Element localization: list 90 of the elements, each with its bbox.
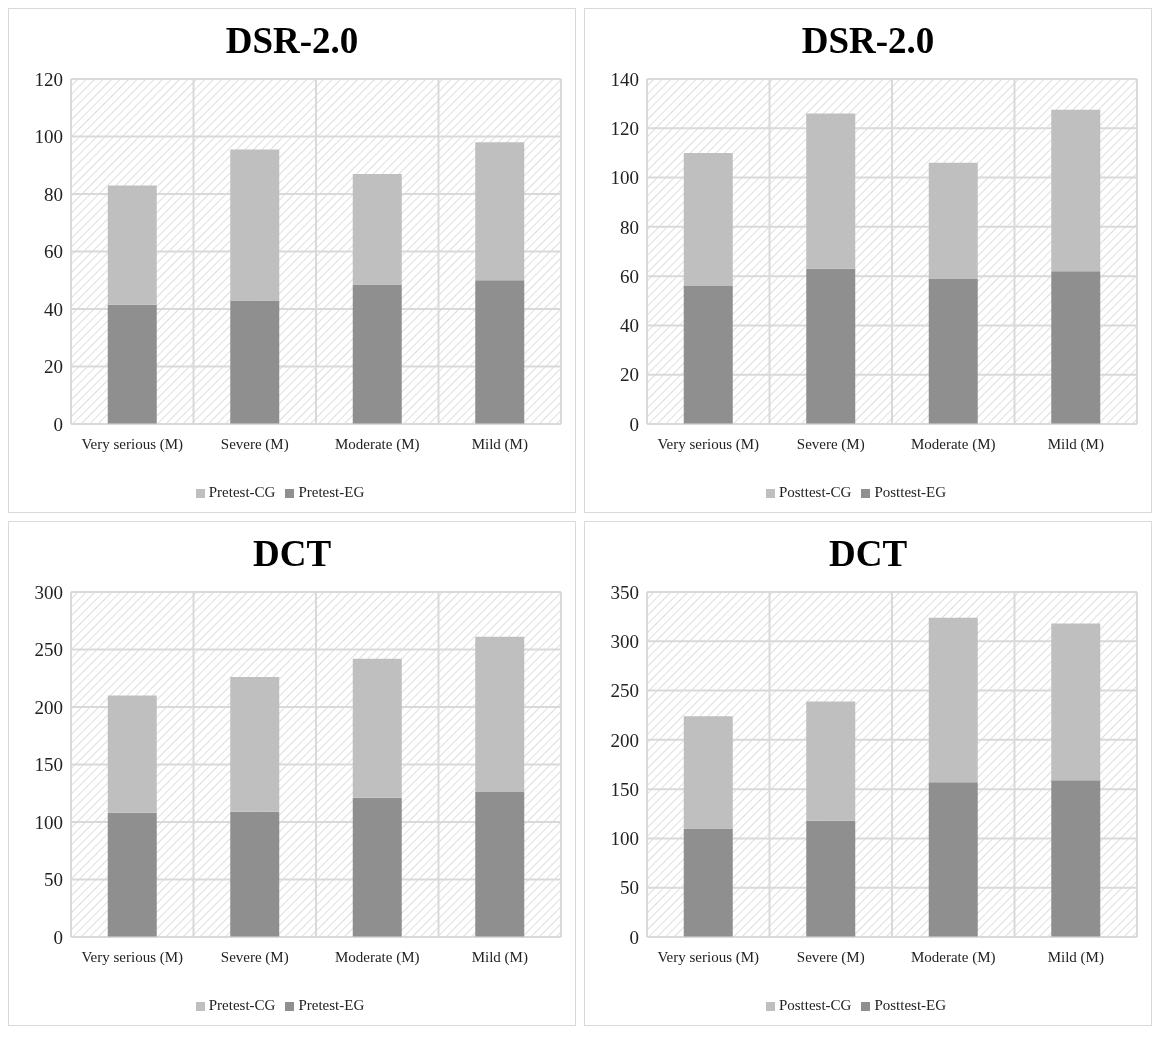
bar	[107, 185, 157, 305]
x-tick-label: Mild (M)	[1047, 948, 1104, 966]
bar	[806, 701, 856, 821]
bar	[352, 284, 402, 424]
chart-title: DSR-2.0	[225, 20, 359, 61]
y-tick-label: 300	[610, 631, 639, 653]
y-tick-label: 200	[34, 696, 63, 718]
bar	[1051, 109, 1101, 272]
bar	[475, 636, 525, 793]
bar	[352, 797, 402, 937]
legend-label: Posttest-EG	[874, 484, 947, 500]
y-tick-label: 300	[34, 581, 63, 603]
legend-label: Posttest-CG	[778, 997, 852, 1013]
y-tick-label: 100	[610, 828, 639, 850]
x-tick-label: Very serious (M)	[81, 948, 184, 966]
legend-label: Pretest-EG	[298, 484, 365, 500]
chart-title: DSR-2.0	[801, 20, 935, 61]
x-tick-label: Very serious (M)	[81, 435, 184, 453]
y-tick-label: 150	[610, 778, 639, 800]
x-tick-label: Severe (M)	[220, 435, 289, 453]
y-tick-label: 40	[44, 298, 63, 320]
bar	[1051, 623, 1101, 781]
legend-label: Pretest-CG	[208, 997, 276, 1013]
y-tick-label: 20	[620, 364, 639, 386]
y-tick-label: 60	[44, 241, 63, 263]
y-tick-label: 80	[44, 183, 63, 205]
bar	[475, 280, 525, 424]
y-tick-label: 40	[620, 315, 639, 337]
x-tick-label: Moderate (M)	[334, 948, 420, 966]
x-tick-label: Mild (M)	[1047, 435, 1104, 453]
bar	[806, 268, 856, 424]
bar	[107, 695, 157, 813]
y-tick-label: 50	[620, 877, 639, 899]
x-tick-label: Mild (M)	[471, 435, 528, 453]
chart-title: DCT	[828, 533, 908, 574]
legend-label: Pretest-CG	[208, 484, 276, 500]
bar	[683, 716, 733, 829]
x-tick-label: Moderate (M)	[910, 948, 996, 966]
bar	[230, 811, 280, 937]
y-tick-label: 80	[620, 216, 639, 238]
bar	[683, 152, 733, 286]
bar	[806, 820, 856, 937]
chart-title: DCT	[252, 533, 332, 574]
bar	[1051, 780, 1101, 937]
x-tick-label: Severe (M)	[796, 948, 865, 966]
bar	[683, 286, 733, 424]
bar	[230, 300, 280, 424]
x-tick-label: Mild (M)	[471, 948, 528, 966]
legend-label: Posttest-CG	[778, 484, 852, 500]
bar	[1051, 271, 1101, 424]
y-tick-label: 100	[34, 126, 63, 148]
y-tick-label: 120	[610, 118, 639, 140]
bar	[475, 792, 525, 937]
y-tick-label: 150	[34, 754, 63, 776]
y-tick-label: 140	[610, 68, 639, 90]
x-tick-label: Very serious (M)	[657, 948, 760, 966]
y-tick-label: 250	[610, 680, 639, 702]
y-tick-label: 0	[629, 926, 639, 948]
bar	[928, 278, 978, 424]
y-tick-label: 20	[44, 356, 63, 378]
bar	[107, 812, 157, 937]
y-tick-label: 100	[34, 811, 63, 833]
bar	[683, 828, 733, 937]
x-tick-label: Severe (M)	[796, 435, 865, 453]
y-tick-label: 0	[53, 413, 63, 435]
bar	[928, 782, 978, 937]
y-tick-label: 200	[610, 729, 639, 751]
x-tick-label: Moderate (M)	[910, 435, 996, 453]
y-tick-label: 0	[629, 413, 639, 435]
y-tick-label: 100	[610, 167, 639, 189]
y-tick-label: 120	[34, 68, 63, 90]
y-tick-label: 50	[44, 869, 63, 891]
bar	[230, 677, 280, 812]
bar	[352, 658, 402, 798]
y-tick-label: 350	[610, 581, 639, 603]
bar	[928, 162, 978, 279]
x-tick-label: Moderate (M)	[334, 435, 420, 453]
bar	[806, 113, 856, 269]
bar	[230, 149, 280, 301]
legend-label: Pretest-EG	[298, 997, 365, 1013]
x-tick-label: Very serious (M)	[657, 435, 760, 453]
bar	[107, 304, 157, 424]
x-tick-label: Severe (M)	[220, 948, 289, 966]
bar	[928, 617, 978, 783]
y-tick-label: 60	[620, 265, 639, 287]
legend-label: Posttest-EG	[874, 997, 947, 1013]
y-tick-label: 250	[34, 639, 63, 661]
bar	[352, 173, 402, 285]
bar	[475, 142, 525, 281]
y-tick-label: 0	[53, 926, 63, 948]
